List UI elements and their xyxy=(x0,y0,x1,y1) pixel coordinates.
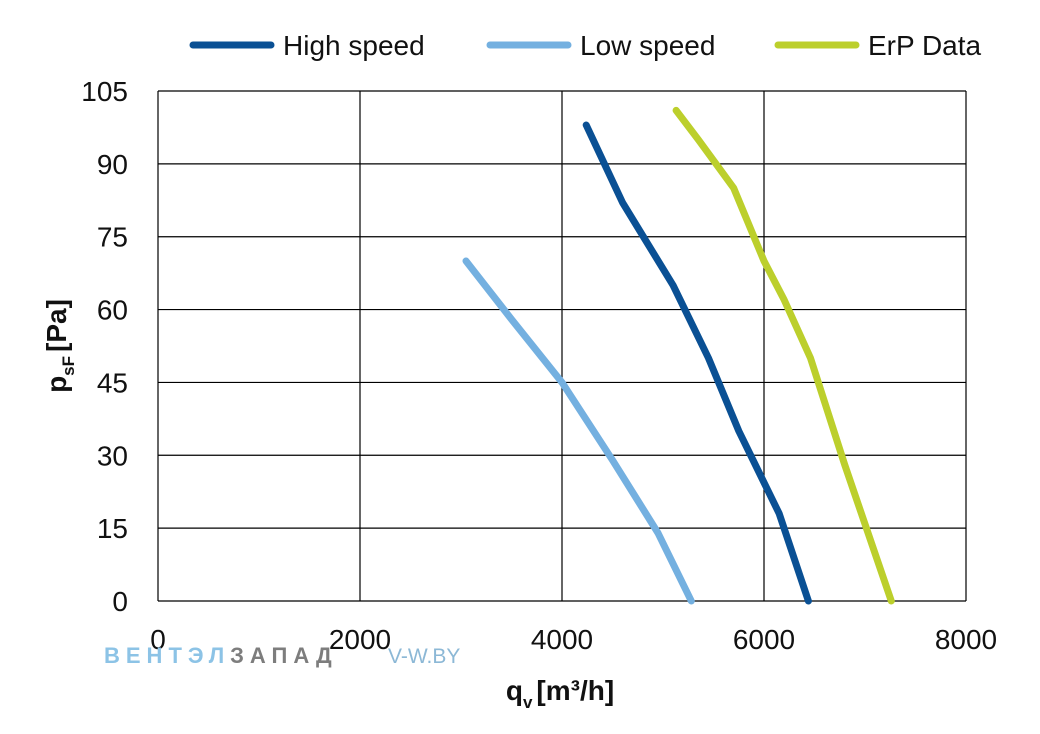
series-lines xyxy=(462,106,895,605)
x-tick-label: 6000 xyxy=(733,624,795,655)
y-tick-label: 0 xyxy=(112,586,128,617)
watermark-brand: ВЕНТЭЛЗАПАД xyxy=(104,643,338,669)
y-axis-title-unit: [Pa] xyxy=(41,299,72,352)
y-axis-ticks: 0 15 30 45 60 75 90 105 xyxy=(81,76,128,617)
y-tick-label: 60 xyxy=(97,295,128,326)
x-axis-title-main: q xyxy=(506,675,523,706)
series-line-high-speed xyxy=(582,121,812,605)
legend-label-erp-data: ErP Data xyxy=(868,30,982,61)
y-tick-label: 30 xyxy=(97,440,128,471)
x-tick-label: 2000 xyxy=(329,624,391,655)
y-axis-title-sub: sF xyxy=(59,356,78,376)
legend: High speed Low speed ErP Data xyxy=(189,30,982,61)
y-tick-label: 105 xyxy=(81,76,128,107)
x-tick-label: 0 xyxy=(150,624,166,655)
y-tick-label: 15 xyxy=(97,513,128,544)
y-tick-label: 75 xyxy=(97,222,128,253)
x-tick-label: 4000 xyxy=(531,624,593,655)
x-axis-title-unit: [m³/h] xyxy=(536,675,614,706)
watermark-brand-part2: ЗАПАД xyxy=(230,643,338,668)
x-tick-label: 8000 xyxy=(935,624,997,655)
y-tick-label: 90 xyxy=(97,149,128,180)
series-line-low-speed xyxy=(462,257,695,605)
y-axis-title: psF [Pa] xyxy=(41,299,78,393)
grid xyxy=(157,90,967,602)
series-line-erp-data xyxy=(672,106,895,605)
legend-label-high-speed: High speed xyxy=(283,30,425,61)
y-axis-title-main: p xyxy=(41,376,72,393)
x-axis-title: qv [m³/h] xyxy=(506,675,614,712)
watermark-site: V-W.BY xyxy=(388,645,461,668)
watermark-brand-part1: ВЕНТЭЛ xyxy=(104,643,231,668)
y-tick-label: 45 xyxy=(97,367,128,398)
legend-label-low-speed: Low speed xyxy=(580,30,715,61)
x-axis-title-sub: v xyxy=(523,693,533,712)
x-axis-ticks: 0 2000 4000 6000 8000 xyxy=(150,624,997,655)
